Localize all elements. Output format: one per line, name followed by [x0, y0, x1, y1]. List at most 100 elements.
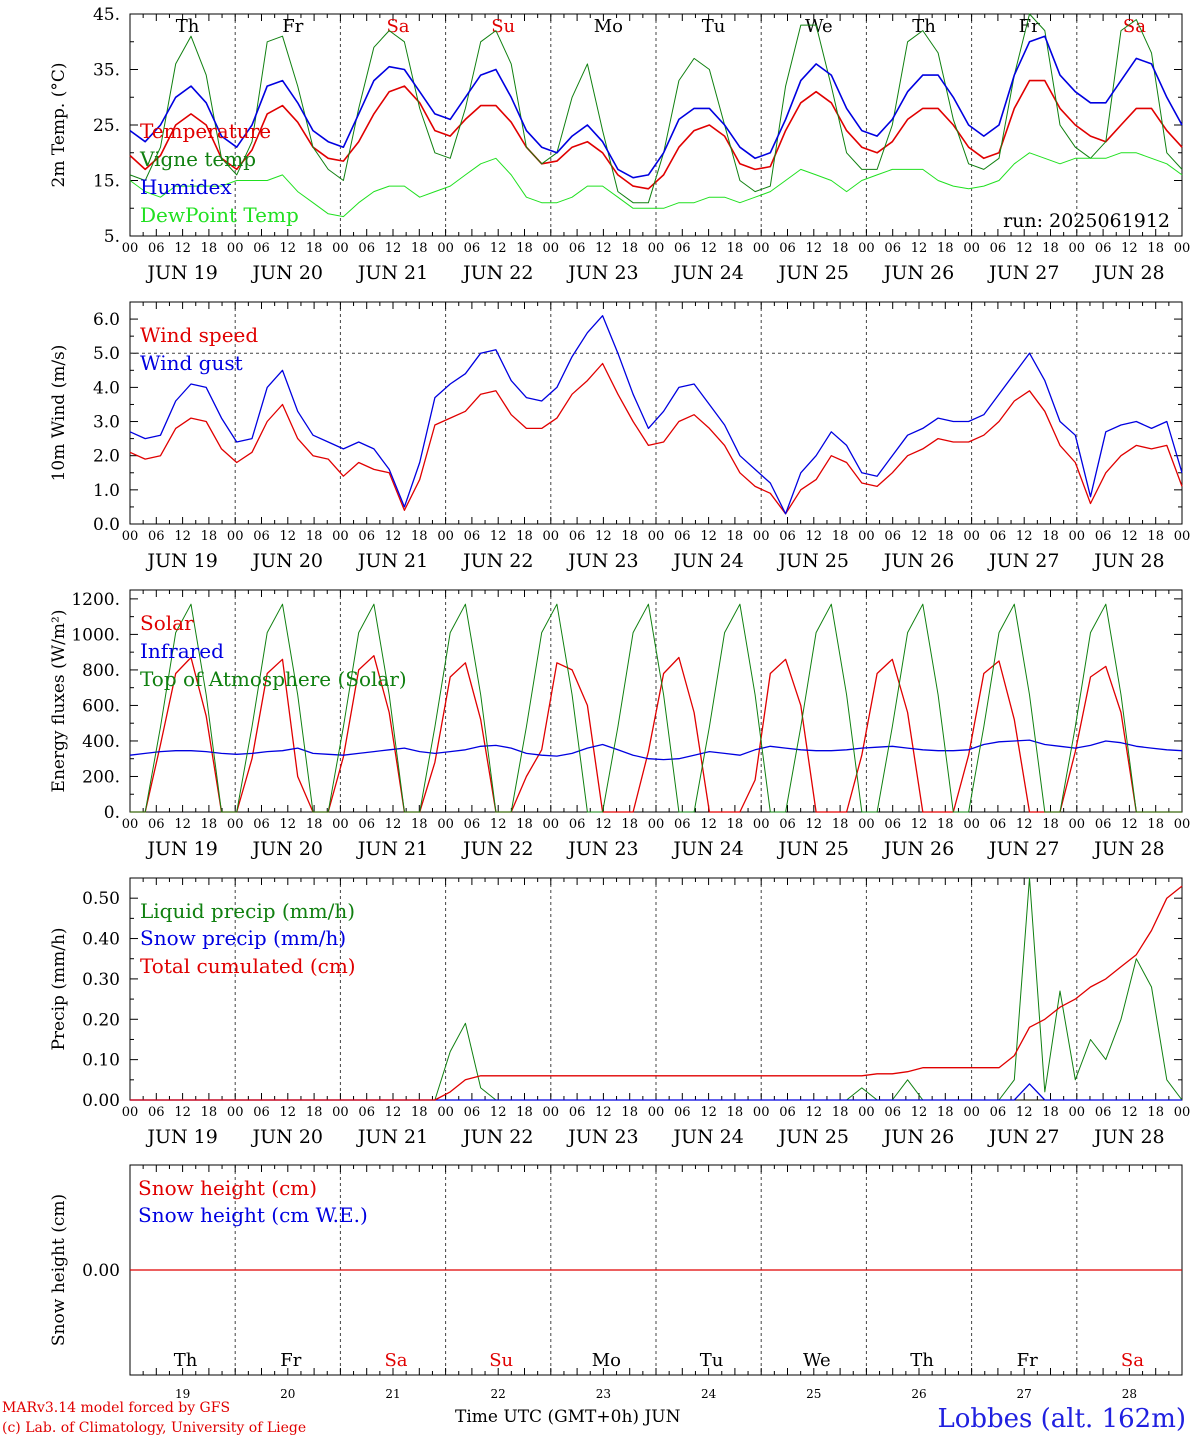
time-axis-label: Time UTC (GMT+0h) JUN	[455, 1407, 681, 1427]
x-day-number: 28	[1122, 1387, 1137, 1401]
x-hour-label: 00	[648, 1105, 665, 1120]
x-hour-label: 06	[358, 817, 375, 832]
series-line-wind-gust	[129, 315, 1183, 515]
x-hour-label: 00	[1069, 817, 1086, 832]
legend-label: Temperature	[140, 119, 271, 143]
x-hour-label: 00	[543, 241, 560, 256]
x-day-number: 24	[701, 1387, 717, 1401]
x-hour-label: 18	[411, 241, 428, 256]
legend-label: Wind speed	[140, 323, 258, 347]
y-axis-label: 2m Temp. (°C)	[49, 62, 69, 187]
x-day-number: 25	[806, 1387, 821, 1401]
x-hour-label: 06	[253, 817, 270, 832]
x-date-label: JUN 23	[566, 262, 638, 284]
x-hour-label: 00	[122, 817, 139, 832]
x-date-label: JUN 19	[145, 1126, 217, 1148]
x-hour-label: 18	[937, 817, 954, 832]
x-hour-label: 06	[464, 529, 481, 544]
x-hour-label: 18	[727, 817, 744, 832]
x-date-label: JUN 24	[671, 550, 743, 572]
x-hour-label: 18	[1042, 817, 1059, 832]
x-hour-label: 06	[674, 817, 691, 832]
legend-label: Liquid precip (mm/h)	[140, 899, 355, 923]
x-hour-label: 12	[280, 529, 297, 544]
x-date-label: JUN 26	[882, 838, 954, 860]
day-name-label: Su	[491, 16, 515, 37]
x-hour-label: 12	[174, 241, 191, 256]
x-hour-label: 06	[1095, 529, 1112, 544]
panel-4: 0.00 0.10 0.20 0.30 0.40 0.50 Precip (mm/h) 00 0…	[49, 877, 1190, 1148]
x-hour-label: 18	[832, 1105, 849, 1120]
y-tick-label: 600.	[82, 696, 120, 716]
x-date-label: JUN 20	[251, 838, 323, 860]
x-hour-label: 12	[1016, 241, 1033, 256]
x-hour-label: 00	[332, 241, 349, 256]
panel-2: 0.0 1.0 2.0 3.0 4.0 5.0 6.0 10m Wind (m/s) 00 06 1…	[49, 301, 1190, 572]
x-hour-label: 12	[1121, 817, 1138, 832]
location-label: Lobbes (alt. 162m)	[937, 1404, 1186, 1434]
y-tick-label: 400.	[82, 732, 120, 752]
x-hour-label: 18	[1042, 1105, 1059, 1120]
x-hour-label: 06	[990, 817, 1007, 832]
x-date-label: JUN 22	[461, 1126, 533, 1148]
x-hour-label: 06	[464, 1105, 481, 1120]
x-hour-label: 12	[911, 817, 928, 832]
x-date-label: JUN 26	[882, 1126, 954, 1148]
day-name-label: We	[805, 16, 833, 37]
x-date-label: JUN 27	[987, 1126, 1059, 1148]
x-hour-label: 00	[122, 529, 139, 544]
day-name-label: Sa	[1121, 1350, 1144, 1371]
x-hour-label: 18	[1042, 529, 1059, 544]
day-name-label: Sa	[386, 16, 409, 37]
x-hour-label: 06	[990, 241, 1007, 256]
y-tick-label: 5.0	[93, 344, 120, 364]
x-hour-label: 06	[148, 817, 165, 832]
x-hour-label: 18	[1147, 1105, 1164, 1120]
day-name-label: Fr	[280, 1350, 301, 1371]
x-hour-label: 18	[727, 1105, 744, 1120]
day-name-label: Fr	[1017, 1350, 1038, 1371]
x-hour-label: 00	[753, 1105, 770, 1120]
x-date-label: JUN 20	[251, 262, 323, 284]
day-name-label: Mo	[592, 1350, 621, 1371]
series-line-infrared	[129, 739, 1183, 761]
legend-label: Humidex	[140, 175, 232, 199]
x-hour-label: 12	[806, 1105, 823, 1120]
y-axis-label: 10m Wind (m/s)	[49, 345, 69, 482]
x-hour-label: 12	[806, 241, 823, 256]
legend-label: Snow height (cm W.E.)	[138, 1203, 368, 1227]
x-hour-label: 12	[490, 529, 507, 544]
x-hour-label: 00	[963, 1105, 980, 1120]
x-hour-label: 12	[490, 1105, 507, 1120]
x-hour-label: 00	[858, 1105, 875, 1120]
x-hour-label: 00	[227, 1105, 244, 1120]
x-hour-label: 12	[174, 529, 191, 544]
x-hour-label: 12	[1121, 529, 1138, 544]
legend-label: Infrared	[140, 639, 224, 663]
x-hour-label: 12	[490, 817, 507, 832]
x-hour-label: 00	[227, 241, 244, 256]
x-hour-label: 06	[884, 817, 901, 832]
x-hour-label: 06	[569, 817, 586, 832]
x-hour-label: 00	[1069, 1105, 1086, 1120]
day-name-label: Th	[912, 16, 936, 37]
x-hour-label: 18	[937, 1105, 954, 1120]
x-hour-label: 06	[358, 1105, 375, 1120]
x-hour-label: 12	[806, 529, 823, 544]
x-hour-label: 18	[201, 529, 218, 544]
day-name-label: We	[803, 1350, 831, 1371]
legend-label: Snow precip (mm/h)	[140, 926, 346, 950]
panel-5: 0.00 Snow height (cm) Th Fr Sa Su Mo Tu We Th Fr Sa…	[49, 1164, 1183, 1401]
x-hour-label: 18	[516, 529, 533, 544]
x-hour-label: 18	[621, 817, 638, 832]
x-hour-label: 18	[411, 529, 428, 544]
y-tick-label: 0.00	[82, 1091, 120, 1111]
panel-1: 5. 15. 25. 35. 45. 2m Temp. (°C) Th Fr Sa Su Mo Tu W…	[49, 5, 1190, 284]
y-axis-label: Precip (mm/h)	[49, 927, 69, 1050]
x-hour-label: 00	[437, 817, 454, 832]
x-hour-label: 00	[858, 529, 875, 544]
x-hour-label: 00	[858, 817, 875, 832]
x-hour-label: 00	[332, 1105, 349, 1120]
x-hour-label: 00	[648, 817, 665, 832]
